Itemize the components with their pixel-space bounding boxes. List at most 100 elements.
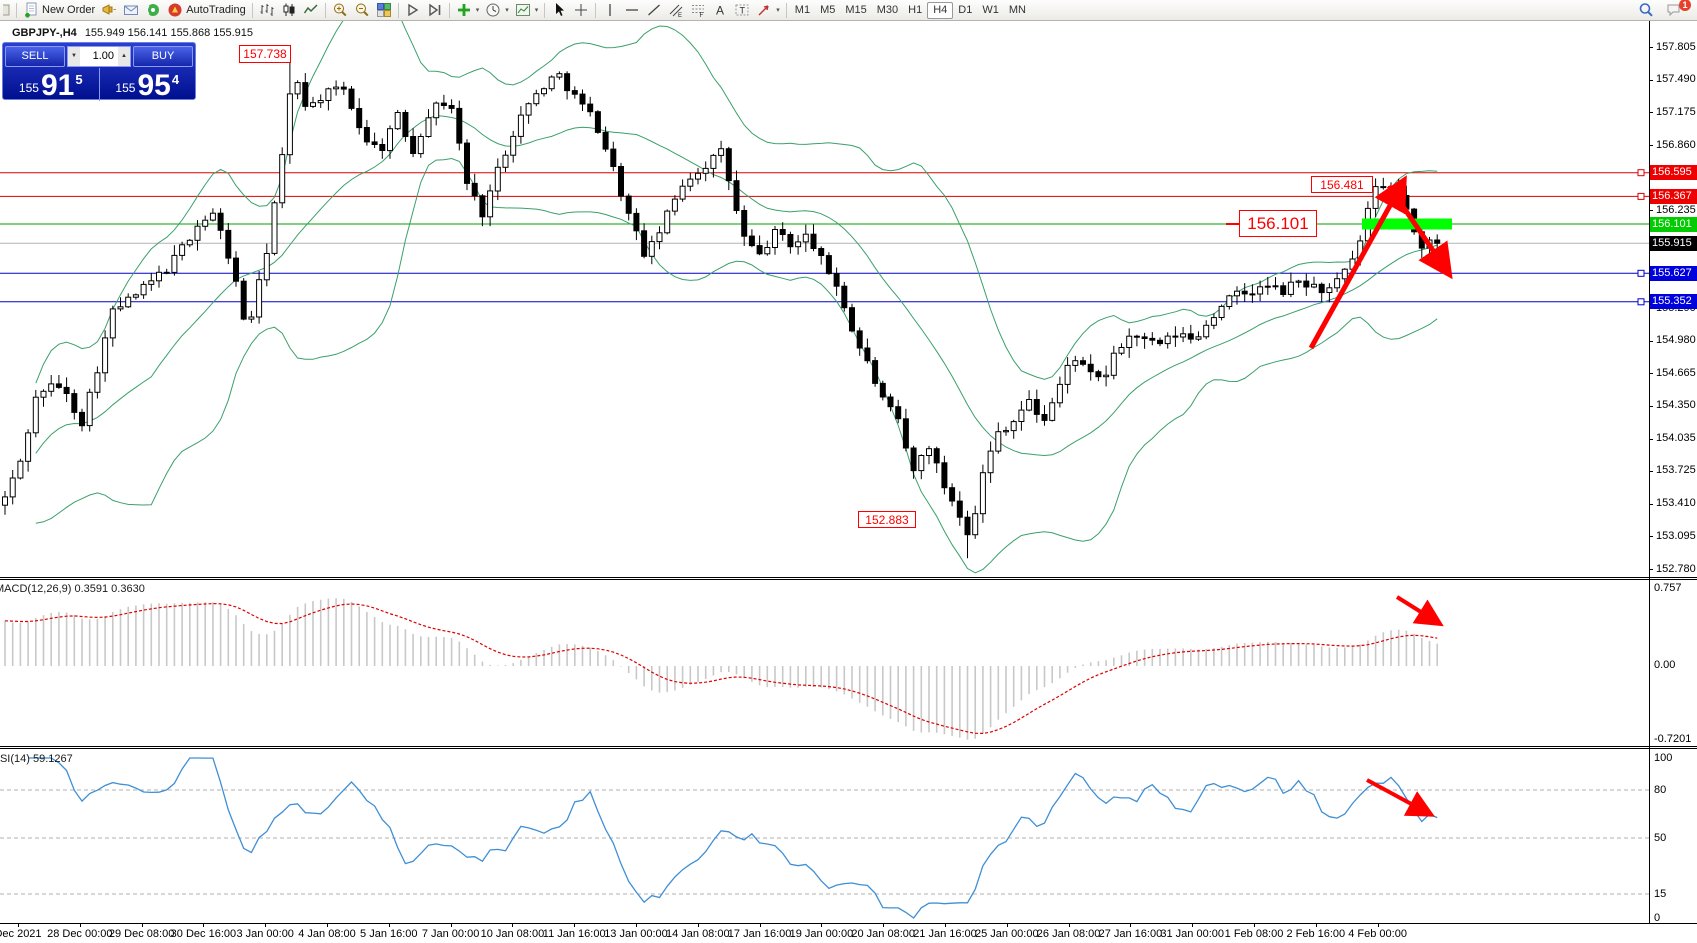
buy-price-prefix: 155 (115, 81, 136, 95)
channel-button[interactable]: E (665, 1, 687, 19)
panel-separator[interactable] (0, 746, 1697, 747)
x-axis-tick (450, 924, 452, 927)
x-axis-date-label: 14 Jan 08:00 (665, 928, 730, 940)
buy-price[interactable]: 155 95 4 (100, 68, 196, 101)
x-axis-tick (1130, 924, 1132, 927)
timeframe-D1[interactable]: D1 (958, 3, 973, 16)
volume-increase-button[interactable]: ▲ (118, 46, 130, 66)
bar-chart-button[interactable] (256, 1, 278, 19)
sell-button[interactable]: SELL (5, 45, 65, 67)
x-axis-tick (1377, 924, 1379, 927)
timeframe-H1[interactable]: H1 (908, 3, 923, 16)
arrows-button[interactable]: ▾ (753, 1, 783, 19)
price-chart-canvas[interactable] (0, 21, 1649, 577)
zoom-in-button[interactable] (329, 1, 351, 19)
timeframe-H4[interactable]: H4 (927, 1, 954, 19)
fibonacci-button[interactable]: F (687, 1, 709, 19)
x-axis-date-label: 20 Jan 08:00 (851, 928, 915, 940)
x-axis-date-label: 13 Jan 00:00 (604, 928, 668, 940)
templates-button[interactable]: ▾ (512, 1, 542, 19)
dropdown-arrow-icon: ▾ (505, 7, 509, 14)
toolbar: New Order AutoTrading ▾ ▾ ▾ E F A T ▾ M1 M5 M15 M30 H1… (0, 0, 1697, 21)
timeframe-W1[interactable]: W1 (982, 3, 999, 16)
macd-values: 0.3591 0.3630 (74, 583, 145, 595)
price-axis-line (1649, 21, 1650, 923)
tile-windows-button[interactable] (373, 1, 395, 19)
toolbar-separator (595, 2, 597, 18)
x-axis-tick (1254, 924, 1255, 927)
timeframe-MN[interactable]: MN (1008, 3, 1026, 16)
x-axis-tick (1315, 924, 1317, 927)
auto-scroll-button[interactable] (402, 1, 424, 19)
timeframe-M30[interactable]: M30 (876, 3, 899, 16)
timeframe-M15[interactable]: M15 (845, 3, 867, 16)
panel-separator[interactable] (0, 579, 1697, 580)
price-annotation-label[interactable]: 152.883 (858, 511, 916, 528)
chart-shift-button[interactable] (424, 1, 446, 19)
panel-separator[interactable] (0, 748, 1697, 749)
buy-button[interactable]: BUY (133, 45, 193, 67)
rsi-scale-label: 80 (1654, 784, 1667, 796)
macd-panel-canvas[interactable] (0, 581, 1649, 746)
x-axis-tick (1006, 924, 1008, 927)
chat-button[interactable]: 1 (1663, 0, 1691, 19)
y-axis-tick (1649, 405, 1653, 407)
trendline-button[interactable] (643, 1, 665, 19)
chart-fragment-icon[interactable] (0, 1, 13, 19)
x-axis-tick (759, 924, 761, 927)
price-annotation-label[interactable]: 156.481 (1311, 176, 1373, 193)
svg-text:A: A (716, 4, 724, 18)
y-axis-tick (1649, 470, 1653, 472)
y-axis-tick (1649, 503, 1653, 505)
x-axis-date-label: 19 Jan 00:00 (789, 928, 854, 940)
x-axis-tick (697, 924, 699, 927)
x-axis-date-label: 21 Jan 16:00 (913, 928, 977, 940)
mailbox-icon[interactable] (120, 1, 142, 19)
y-axis-tick (1649, 145, 1653, 147)
volume-decrease-button[interactable]: ▼ (68, 46, 80, 66)
autotrading-button[interactable]: AutoTrading (164, 1, 249, 19)
rsi-panel-canvas[interactable] (0, 750, 1649, 924)
macd-indicator-label: MACD(12,26,9) 0.3591 0.3630 (0, 583, 145, 595)
panel-separator[interactable] (0, 577, 1697, 578)
text-label-button[interactable]: T (731, 1, 753, 19)
zoom-out-button[interactable] (351, 1, 373, 19)
volume-value[interactable]: 1.00 (92, 50, 114, 62)
price-line-badge: 155.352 (1650, 294, 1697, 310)
x-axis-tick (79, 924, 81, 927)
timeframe-M1[interactable]: M1 (794, 3, 811, 16)
timeframe-M5[interactable]: M5 (820, 3, 836, 16)
price-annotation-label[interactable]: 157.738 (239, 45, 291, 63)
search-button[interactable] (1635, 1, 1657, 19)
dropdown-arrow-icon: ▾ (776, 7, 780, 14)
candlestick-chart-button[interactable] (278, 1, 300, 19)
price-line-badge: 156.367 (1650, 188, 1697, 204)
crosshair-button[interactable] (570, 1, 592, 19)
new-order-button[interactable]: New Order (20, 1, 98, 19)
signals-icon[interactable] (142, 1, 164, 19)
toolbar-separator (251, 2, 253, 18)
x-axis-date-label: 25 Jan 00:00 (974, 928, 1039, 940)
volume-stepper[interactable]: ▼ 1.00 ▲ (67, 45, 131, 67)
sell-price[interactable]: 155 91 5 (3, 68, 100, 101)
periods-button[interactable]: ▾ (482, 1, 512, 19)
rsi-scale-label: 100 (1654, 752, 1673, 764)
svg-text:F: F (700, 13, 704, 18)
y-axis-tick-label: 154.980 (1656, 334, 1696, 346)
y-axis-tick-label: 154.350 (1656, 399, 1696, 412)
rsi-scale-label: 0 (1654, 912, 1661, 924)
price-annotation-label[interactable]: 156.101 (1239, 210, 1317, 237)
horizontal-line-button[interactable] (621, 1, 643, 19)
text-button[interactable]: A (709, 1, 731, 19)
alerts-icon[interactable] (98, 1, 120, 19)
vertical-line-button[interactable] (599, 1, 621, 19)
macd-scale-label: 0.757 (1654, 582, 1682, 594)
x-axis-date-label: 11 Jan 16:00 (542, 928, 606, 940)
cursor-button[interactable] (548, 1, 570, 19)
line-chart-button[interactable] (300, 1, 322, 19)
indicators-button[interactable]: ▾ (453, 1, 483, 19)
y-axis-tick (1649, 47, 1653, 48)
y-axis-tick-label: 153.410 (1656, 497, 1696, 510)
x-axis-date-label: 27 Jan 16:00 (1098, 928, 1163, 940)
x-axis-date-label: 17 Jan 16:00 (727, 928, 792, 940)
